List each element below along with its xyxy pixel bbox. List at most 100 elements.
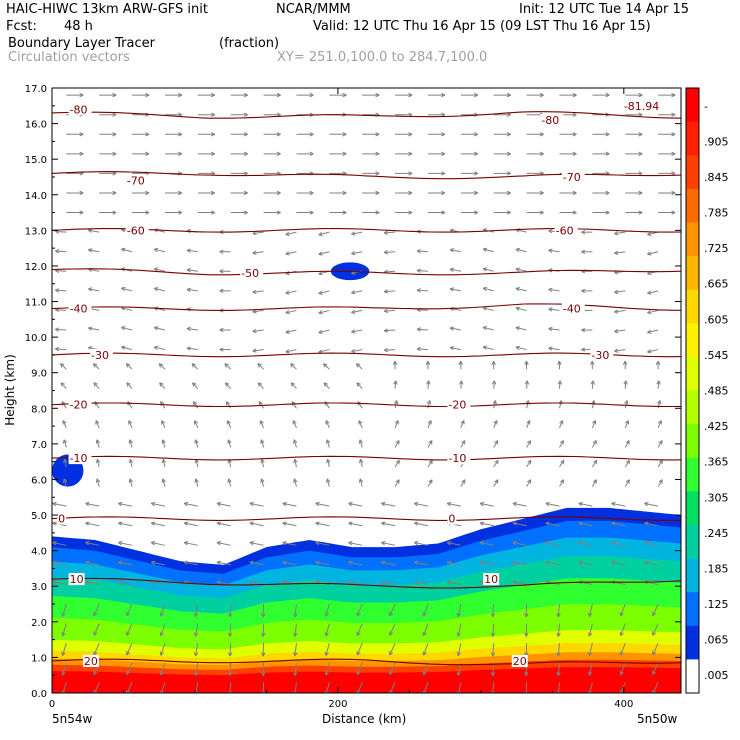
circulation-vector (490, 682, 496, 693)
circulation-vector (524, 623, 529, 637)
circulation-vector (61, 401, 67, 409)
circulation-vector (263, 210, 281, 215)
circulation-vector (324, 643, 330, 657)
circulation-vector (318, 349, 330, 354)
circulation-vector (153, 345, 166, 351)
temperature-contour--30 (52, 352, 681, 358)
circulation-vector (559, 190, 577, 196)
circulation-vector (492, 400, 497, 409)
circulation-vector (358, 478, 364, 487)
contour-label: -30 (591, 349, 609, 362)
circulation-vector (282, 541, 297, 546)
circulation-vector (282, 560, 297, 566)
circulation-vector (590, 380, 595, 389)
field-name: Boundary Layer Tracer (8, 36, 155, 51)
circulation-vector (479, 541, 494, 546)
colorbar-label: .425 (704, 420, 729, 433)
circulation-vector (52, 541, 67, 546)
colorbar-swatch (686, 659, 699, 694)
circulation-vector (285, 231, 297, 236)
circulation-vector (66, 151, 84, 157)
circulation-vector (362, 210, 380, 215)
circulation-vector (93, 623, 100, 636)
circulation-vector (587, 643, 593, 657)
circulation-vector (85, 521, 100, 527)
colorbar-swatch (686, 256, 699, 291)
circulation-vector (482, 345, 494, 351)
circulation-vector (227, 478, 232, 487)
circulation-vector (183, 541, 198, 546)
circulation-vector (225, 401, 232, 409)
circulation-vector (482, 286, 494, 292)
circulation-vector (652, 623, 659, 636)
circulation-vector (644, 521, 659, 527)
circulation-vector (197, 132, 216, 137)
circulation-vector (296, 132, 314, 137)
circulation-vector (55, 288, 67, 293)
y-tick-label: 13.0 (25, 226, 47, 237)
circulation-vector (249, 580, 264, 585)
circulation-vector (226, 420, 232, 429)
temperature-contour-10 (52, 577, 681, 589)
circulation-vector (587, 603, 593, 617)
circulation-vector (88, 228, 100, 233)
circulation-vector (413, 560, 429, 566)
colorbar-swatch (686, 424, 699, 459)
y-tick-label: 4.0 (31, 547, 47, 558)
circulation-vector (324, 603, 330, 617)
colorbar-label: .845 (704, 171, 729, 184)
circulation-vector (427, 92, 446, 98)
circulation-vector (293, 682, 298, 693)
contour-label: -20 (70, 399, 88, 412)
circulation-vector (493, 440, 499, 448)
circulation-vector (227, 604, 233, 618)
circulation-vector (153, 267, 166, 272)
circulation-vector (128, 458, 134, 468)
circulation-vector (413, 541, 429, 546)
colorbar-swatch (686, 289, 699, 324)
circulation-vector (515, 345, 527, 351)
circulation-vector (493, 92, 511, 98)
circulation-vector (644, 541, 659, 546)
circulation-vector (456, 623, 462, 637)
circulation-vector (325, 420, 330, 429)
circulation-vector (315, 501, 330, 507)
circulation-vector (194, 458, 199, 468)
circulation-vector (285, 251, 297, 256)
circulation-vector (482, 306, 494, 311)
circulation-vector (647, 231, 659, 237)
circulation-vector (99, 190, 117, 196)
circulation-vector (261, 604, 266, 618)
circulation-vector (458, 360, 463, 370)
circulation-vector (591, 440, 597, 448)
init-time: Init: 12 UTC Tue 14 Apr 15 (519, 2, 690, 17)
vectors-label: Circulation vectors (8, 50, 130, 65)
circulation-vector (193, 603, 199, 618)
colorbar-swatch (686, 188, 699, 223)
circulation-vector (578, 521, 593, 527)
circulation-vector (318, 251, 330, 256)
circulation-vector (422, 662, 429, 676)
circulation-vector (326, 458, 331, 468)
circulation-vector (614, 231, 626, 236)
circulation-vector (524, 380, 530, 389)
circulation-vector (647, 349, 659, 354)
circulation-vector (427, 479, 433, 487)
circulation-vector (60, 382, 67, 390)
circulation-vector (512, 501, 527, 507)
circulation-vector (652, 642, 659, 656)
circulation-vector (524, 360, 529, 370)
circulation-vector (261, 623, 266, 637)
circulation-vector (545, 521, 560, 527)
contour-label: -60 (127, 224, 145, 237)
y-tick-label: 0.0 (31, 689, 47, 700)
circulation-vector (183, 560, 198, 566)
circulation-vector (55, 346, 67, 352)
circulation-vector (224, 363, 232, 370)
circulation-vector (512, 580, 527, 585)
circulation-vector (55, 327, 67, 332)
circulation-vector (197, 151, 216, 157)
colorbar-swatch (686, 457, 699, 492)
circulation-vector (285, 290, 297, 295)
circulation-vector (394, 420, 399, 429)
